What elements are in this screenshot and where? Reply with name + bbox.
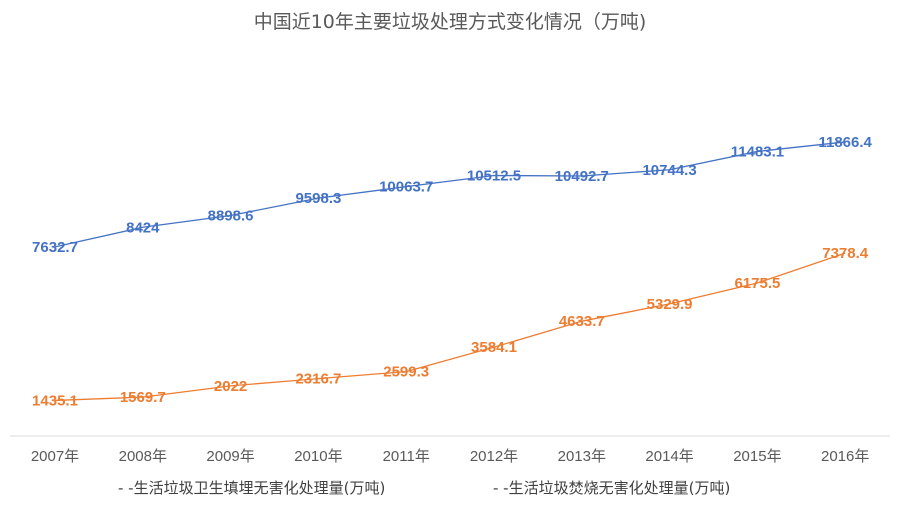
legend: - -生活垃圾卫生填埋无害化处理量(万吨) - -生活垃圾焚烧无害化处理量(万吨… bbox=[118, 479, 730, 497]
data-label: 10744.3 bbox=[642, 162, 696, 179]
data-label: 11483.1 bbox=[731, 143, 784, 160]
x-tick-label: 2009年 bbox=[206, 448, 254, 465]
x-tick-labels: 2007年 2008年 2009年 2010年 2011年 2012年 2013年 2014年… bbox=[31, 448, 870, 465]
data-label: 10512.5 bbox=[467, 168, 521, 185]
data-label: 7632.7 bbox=[32, 239, 78, 256]
x-tick-label: 2016年 bbox=[821, 448, 869, 465]
series-line-1 bbox=[54, 252, 846, 402]
x-tick-label: 2010年 bbox=[294, 448, 342, 465]
data-label: 10063.7 bbox=[379, 179, 433, 196]
data-label: 2316.7 bbox=[295, 371, 341, 388]
data-label: 8424 bbox=[126, 219, 160, 236]
data-label: 1569.7 bbox=[120, 389, 166, 406]
x-tick-label: 2012年 bbox=[470, 448, 518, 465]
data-label: 7378.4 bbox=[822, 245, 869, 262]
x-tick-label: 2011年 bbox=[383, 448, 430, 465]
x-tick-label: 2008年 bbox=[119, 448, 167, 465]
x-tick-label: 2014年 bbox=[645, 448, 693, 465]
data-label: 3584.1 bbox=[471, 339, 517, 356]
data-label: 2022 bbox=[214, 378, 247, 395]
legend-item-incineration: - -生活垃圾焚烧无害化处理量(万吨) bbox=[493, 479, 730, 497]
data-label: 11866.4 bbox=[818, 134, 872, 151]
legend-item-landfill: - -生活垃圾卫生填埋无害化处理量(万吨) bbox=[118, 479, 385, 497]
x-tick-label: 2015年 bbox=[733, 448, 781, 465]
legend-label-landfill: - -生活垃圾卫生填埋无害化处理量(万吨) bbox=[118, 479, 385, 497]
series-layer: 7632.7 8424 8898.6 9598.3 10063.7 10512.5 1049… bbox=[32, 134, 872, 409]
data-label: 1435.1 bbox=[32, 392, 78, 409]
data-label: 8898.6 bbox=[208, 207, 254, 224]
legend-label-incineration: - -生活垃圾焚烧无害化处理量(万吨) bbox=[493, 479, 730, 497]
data-label: 4633.7 bbox=[559, 313, 605, 330]
series-line-0 bbox=[54, 141, 846, 248]
data-label: 9598.3 bbox=[295, 190, 341, 207]
chart-title: 中国近10年主要垃圾处理方式变化情况（万吨) bbox=[254, 11, 647, 33]
data-label: 5329.9 bbox=[647, 296, 693, 313]
data-label: 2599.3 bbox=[383, 364, 429, 381]
data-label: 10492.7 bbox=[555, 168, 609, 185]
data-label: 6175.5 bbox=[734, 275, 780, 292]
x-tick-label: 2013年 bbox=[558, 448, 606, 465]
x-tick-label: 2007年 bbox=[31, 448, 79, 465]
